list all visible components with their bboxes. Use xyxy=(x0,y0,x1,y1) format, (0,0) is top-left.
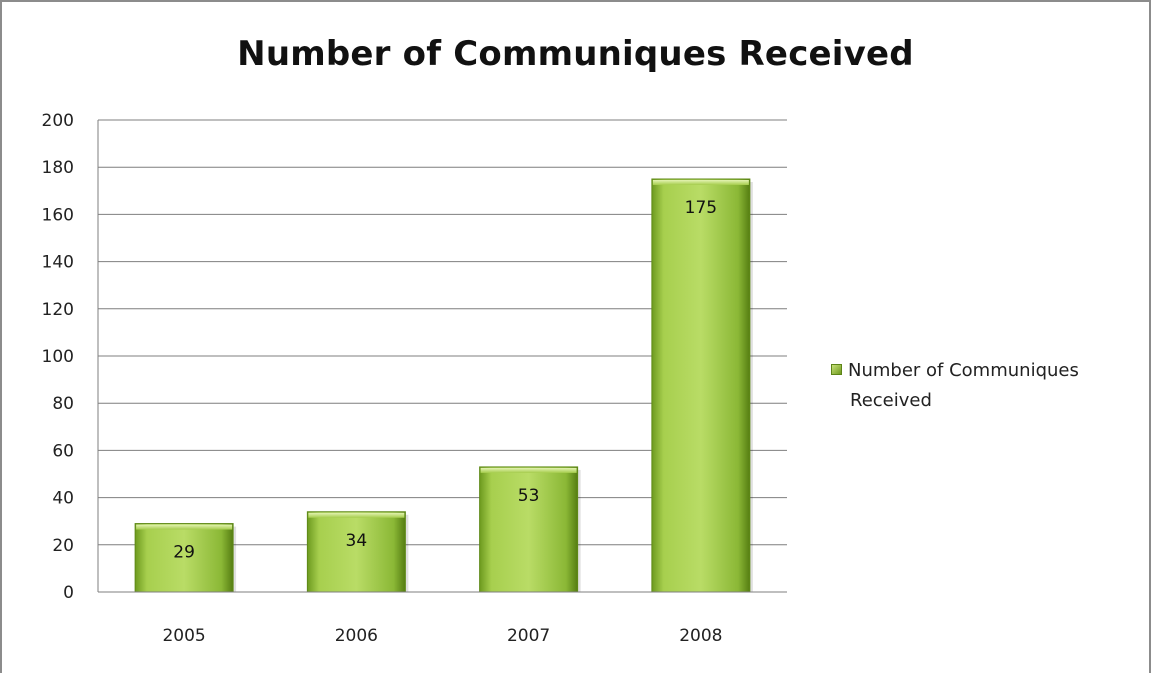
x-tick-label: 2008 xyxy=(679,626,722,646)
data-label: 53 xyxy=(518,486,540,506)
bar-bevel xyxy=(481,468,577,473)
bar-bevel xyxy=(136,525,232,530)
y-tick-label: 140 xyxy=(42,253,74,273)
y-tick-label: 100 xyxy=(42,347,74,367)
y-tick-label: 20 xyxy=(52,536,74,556)
y-tick-label: 160 xyxy=(42,205,74,225)
y-tick-label: 120 xyxy=(42,300,74,320)
legend-label-line2: Received xyxy=(831,386,1136,416)
data-label: 34 xyxy=(346,531,368,551)
data-label: 29 xyxy=(173,543,195,563)
bar-2008 xyxy=(652,179,750,592)
chart-legend: Number of Communiques Received xyxy=(831,356,1136,416)
data-label: 175 xyxy=(685,198,717,218)
x-tick-label: 2006 xyxy=(335,626,378,646)
y-tick-label: 40 xyxy=(52,489,74,509)
legend-swatch xyxy=(831,364,842,375)
y-tick-label: 200 xyxy=(42,111,74,131)
bar-2006 xyxy=(307,512,405,592)
y-tick-label: 0 xyxy=(63,583,74,603)
bar-bevel xyxy=(653,180,749,185)
x-tick-label: 2007 xyxy=(507,626,550,646)
y-tick-label: 60 xyxy=(52,441,74,461)
y-tick-label: 80 xyxy=(52,394,74,414)
bar-bevel xyxy=(308,513,404,518)
legend-label-line1: Number of Communiques xyxy=(848,360,1079,381)
x-tick-label: 2005 xyxy=(162,626,205,646)
y-tick-label: 180 xyxy=(42,158,74,178)
